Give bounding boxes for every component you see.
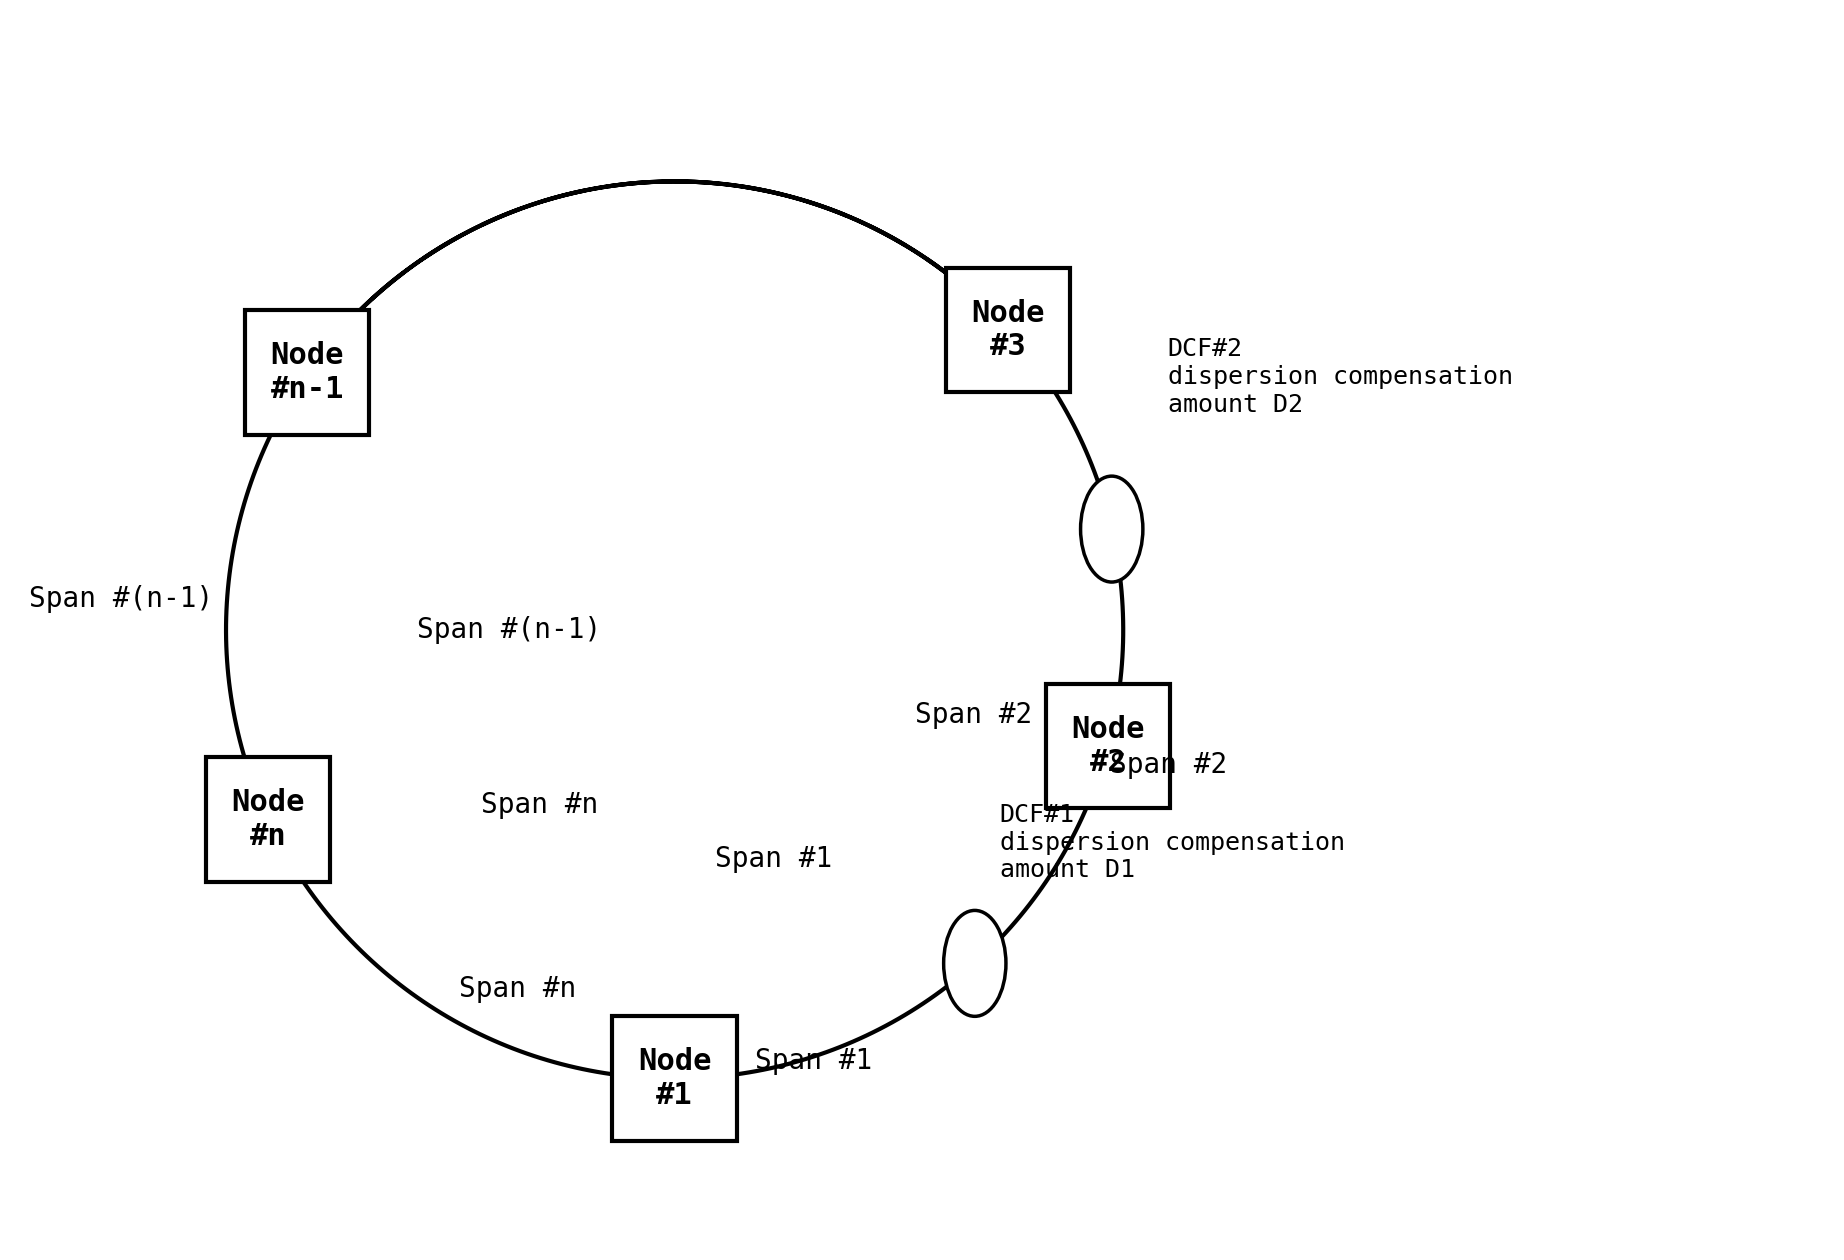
FancyBboxPatch shape [245,310,369,435]
Ellipse shape [1081,476,1143,582]
Text: Span #n: Span #n [481,791,599,819]
Text: Span #(n-1): Span #(n-1) [417,616,601,644]
Ellipse shape [944,911,1007,1017]
FancyBboxPatch shape [612,1017,738,1140]
Text: DCF#2
dispersion compensation
amount D2: DCF#2 dispersion compensation amount D2 [1167,338,1512,417]
Text: Node
#2: Node #2 [1071,714,1145,777]
Text: Node
#3: Node #3 [972,299,1046,362]
Text: Node
#1: Node #1 [638,1047,712,1110]
Text: Span #1: Span #1 [715,844,832,873]
Text: Span #(n-1): Span #(n-1) [30,585,214,612]
Text: Span #2: Span #2 [1110,751,1226,779]
Text: Span #2: Span #2 [915,702,1033,730]
Text: Node
#n-1: Node #n-1 [271,341,343,404]
FancyBboxPatch shape [207,757,330,882]
Text: DCF#1
dispersion compensation
amount D1: DCF#1 dispersion compensation amount D1 [999,803,1344,882]
FancyBboxPatch shape [1046,684,1171,809]
Text: Span #1: Span #1 [756,1047,872,1075]
FancyBboxPatch shape [946,267,1070,392]
Text: Node
#n: Node #n [230,789,304,850]
Text: Span #n: Span #n [459,975,575,1003]
